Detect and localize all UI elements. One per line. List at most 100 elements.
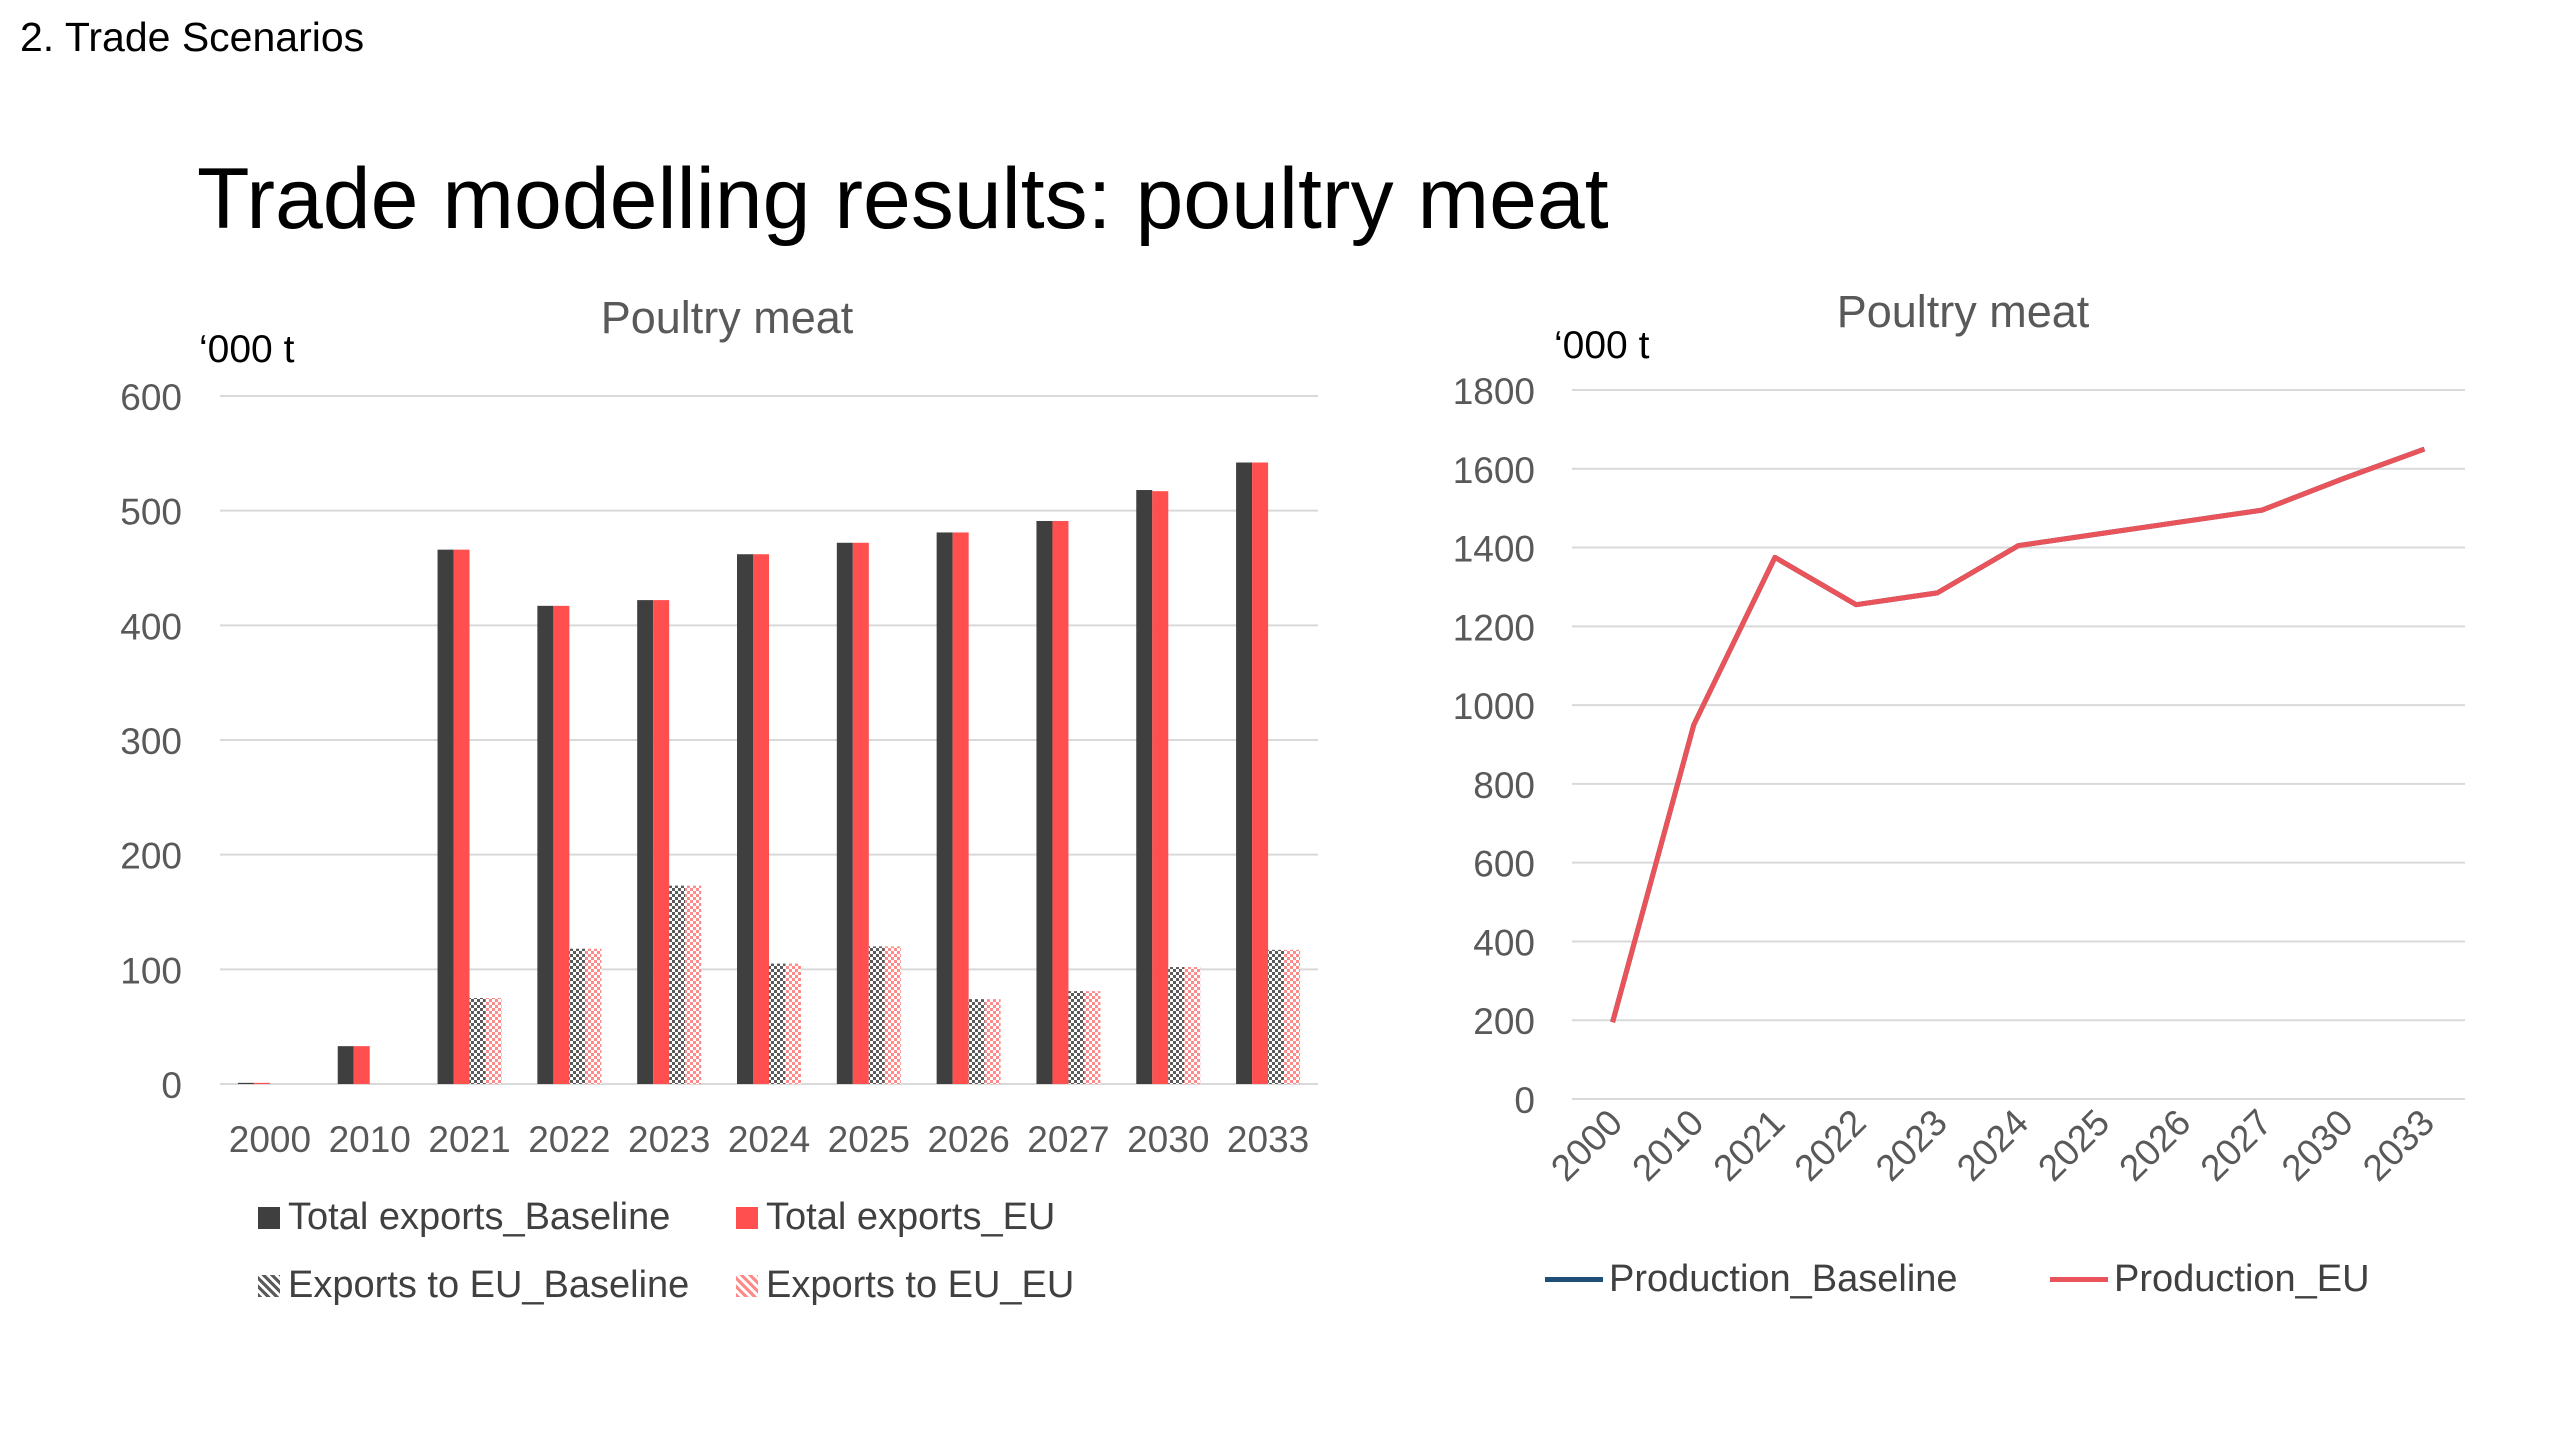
bar-total-exports-eu	[653, 600, 670, 1084]
y-tick-label: 1800	[1453, 371, 1535, 412]
x-tick-label: 2010	[1624, 1102, 1711, 1189]
bar-exports-to-eu-eu	[984, 999, 1001, 1084]
y-tick-label: 0	[1514, 1080, 1535, 1121]
bar-exports-to-eu-baseline	[769, 963, 785, 1084]
bar-total-exports-eu	[1052, 520, 1069, 1084]
y-tick-label: 400	[120, 606, 182, 647]
x-tick-label: 2024	[1949, 1102, 2036, 1189]
legend-label: Total exports_Baseline	[288, 1196, 671, 1238]
y-tick-label: 800	[1473, 765, 1535, 806]
bar-total-exports-baseline	[836, 542, 853, 1084]
bar-total-exports-baseline	[537, 605, 554, 1084]
legend-swatch-total-exports-baseline	[258, 1206, 280, 1229]
x-tick-label: 2000	[1543, 1102, 1630, 1189]
y-tick-label: 100	[120, 950, 182, 991]
bar-exports-to-eu-eu	[485, 998, 502, 1084]
bar-exports-to-eu-baseline	[569, 948, 586, 1084]
legend-swatch-exports-to-eu-eu	[736, 1274, 758, 1297]
bar-total-exports-eu	[253, 1082, 270, 1084]
bar-chart-unit-label: ‘000 t	[199, 328, 295, 371]
bar-exports-to-eu-baseline	[1168, 967, 1185, 1084]
x-tick-label: 2027	[2193, 1102, 2280, 1189]
bar-exports-to-eu-baseline	[469, 998, 486, 1084]
y-tick-label: 1200	[1453, 607, 1535, 648]
bar-total-exports-baseline	[1236, 462, 1253, 1084]
bar-total-exports-baseline	[437, 549, 454, 1084]
bar-exports-to-eu-eu	[1084, 991, 1101, 1084]
bar-total-exports-baseline	[737, 554, 753, 1084]
line-production-baseline	[1610, 446, 2426, 1023]
line-chart-unit-label: ‘000 t	[1554, 324, 1650, 367]
legend-item-exports-to-eu-eu: Exports to EU_EU	[736, 1264, 1074, 1307]
x-tick-label: 2027	[1027, 1119, 1109, 1160]
legend-swatch-total-exports-eu	[736, 1206, 758, 1229]
legend-swatch-production-baseline	[1545, 1277, 1603, 1282]
bar-exports-to-eu-eu	[1284, 949, 1301, 1084]
bar-total-exports-eu	[353, 1046, 370, 1084]
legend-item-exports-to-eu-baseline: Exports to EU_Baseline	[258, 1264, 689, 1307]
bar-exports-to-eu-baseline	[868, 946, 885, 1084]
legend-label: Production_EU	[2114, 1258, 2370, 1300]
bar-total-exports-eu	[1252, 462, 1269, 1084]
x-tick-label: 2026	[927, 1119, 1009, 1160]
x-tick-label: 2021	[428, 1119, 510, 1160]
bar-total-exports-baseline	[637, 600, 654, 1084]
bar-total-exports-eu	[852, 542, 869, 1084]
bar-total-exports-eu	[553, 605, 570, 1084]
x-tick-label: 2033	[1227, 1119, 1309, 1160]
line-production-eu	[1610, 446, 2426, 1023]
x-tick-label: 2022	[1787, 1102, 1874, 1189]
x-tick-label: 2023	[1868, 1102, 1955, 1189]
legend-item-production-baseline: Production_Baseline	[1545, 1258, 1958, 1301]
bar-total-exports-baseline	[337, 1046, 354, 1084]
x-tick-label: 2024	[728, 1119, 810, 1160]
legend-item-total-exports-eu: Total exports_EU	[736, 1196, 1055, 1239]
legend-label: Production_Baseline	[1609, 1258, 1958, 1300]
legend-label: Total exports_EU	[766, 1196, 1056, 1238]
slide-title: Trade modelling results: poultry meat	[197, 151, 1609, 247]
legend-label: Exports to EU_EU	[766, 1264, 1075, 1306]
bar-exports-to-eu-eu	[884, 946, 901, 1084]
legend-item-production-eu: Production_EU	[2050, 1258, 2370, 1301]
bar-exports-to-eu-eu	[785, 963, 801, 1084]
bar-exports-to-eu-baseline	[968, 999, 985, 1084]
x-tick-label: 2025	[828, 1119, 910, 1160]
legend-swatch-production-eu	[2050, 1277, 2108, 1282]
legend-item-total-exports-baseline: Total exports_Baseline	[258, 1196, 670, 1239]
y-tick-label: 500	[120, 492, 182, 533]
y-tick-label: 600	[1473, 844, 1535, 885]
legend-swatch-exports-to-eu-baseline	[258, 1274, 280, 1297]
legend-label: Exports to EU_Baseline	[288, 1264, 690, 1306]
y-tick-label: 400	[1473, 922, 1535, 963]
x-tick-label: 2025	[2030, 1102, 2117, 1189]
x-tick-label: 2010	[329, 1119, 411, 1160]
x-tick-label: 2023	[628, 1119, 710, 1160]
x-tick-label: 2000	[229, 1119, 311, 1160]
bar-exports-to-eu-eu	[685, 885, 702, 1084]
bar-total-exports-eu	[453, 549, 470, 1084]
bar-exports-to-eu-baseline	[1068, 991, 1085, 1084]
y-tick-label: 600	[120, 377, 182, 418]
bar-total-exports-baseline	[1036, 520, 1053, 1084]
bar-total-exports-baseline	[936, 532, 953, 1084]
x-tick-label: 2030	[2274, 1102, 2361, 1189]
bar-total-exports-eu	[952, 532, 969, 1084]
line-chart-title: Poultry meat	[1836, 286, 2090, 337]
bar-exports-to-eu-eu	[585, 948, 602, 1084]
y-tick-label: 1000	[1453, 686, 1535, 727]
section-label: 2. Trade Scenarios	[20, 14, 365, 60]
bar-total-exports-eu	[753, 554, 769, 1084]
bar-chart-title: Poultry meat	[600, 292, 854, 343]
bar-exports-to-eu-baseline	[1268, 949, 1285, 1084]
y-tick-label: 0	[161, 1065, 182, 1106]
bar-total-exports-baseline	[1136, 490, 1153, 1084]
y-tick-label: 200	[120, 836, 182, 877]
bar-exports-to-eu-baseline	[669, 885, 686, 1084]
bar-total-exports-eu	[1152, 491, 1169, 1084]
y-tick-label: 1600	[1453, 450, 1535, 491]
x-tick-label: 2022	[528, 1119, 610, 1160]
y-tick-label: 1400	[1453, 529, 1535, 570]
x-tick-label: 2030	[1127, 1119, 1209, 1160]
